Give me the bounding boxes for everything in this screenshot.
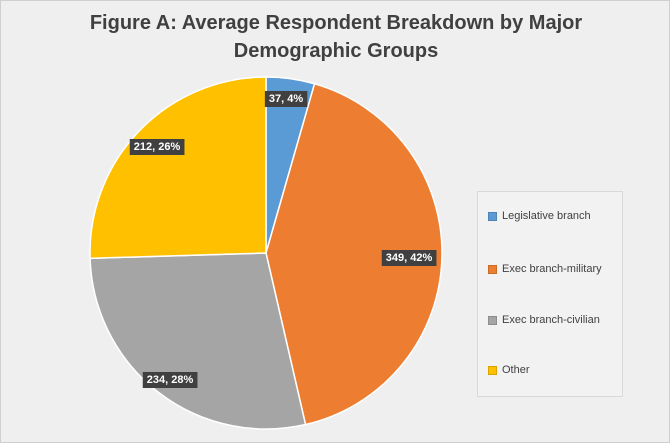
data-label-legislative-box xyxy=(264,91,308,107)
data-label-exec-civilian-box xyxy=(142,372,198,388)
legend-swatch-exec-military xyxy=(488,264,497,274)
legend-swatch-exec-civilian xyxy=(488,315,497,325)
data-label-exec-military-box xyxy=(381,250,437,266)
legend-swatch-legislative xyxy=(488,211,497,221)
data-label-exec-civilian-text: 234, 28% xyxy=(147,374,194,386)
data-label-legislative: 37, 4% xyxy=(264,91,308,107)
data-label-exec-military-text: 349, 42% xyxy=(386,252,433,264)
data-label-other: 212, 26% xyxy=(129,139,185,155)
legend-label-exec-military: Exec branch-military xyxy=(502,263,602,275)
slice-other xyxy=(89,76,267,260)
legend-label-legislative: Legislative branch xyxy=(502,210,591,222)
slice-exec-military xyxy=(265,82,443,426)
legend-item-exec-civilian: Exec branch-civilian xyxy=(488,312,600,328)
data-label-exec-civilian: 234, 28% xyxy=(142,372,198,388)
data-label-other-text: 212, 26% xyxy=(134,141,181,153)
chart-title: Figure A: Average Respondent Breakdown b… xyxy=(1,9,670,65)
legend-label-exec-civilian: Exec branch-civilian xyxy=(502,314,600,326)
chart-title-line-2: Demographic Groups xyxy=(233,40,439,62)
legend-label-other: Other xyxy=(502,364,530,376)
chart-title-line-1: Figure A: Average Respondent Breakdown b… xyxy=(89,12,583,34)
data-label-exec-military: 349, 42% xyxy=(381,250,437,266)
legend-item-legislative: Legislative branch xyxy=(488,208,591,224)
legend-item-exec-military: Exec branch-military xyxy=(488,261,602,277)
data-label-other-box xyxy=(129,139,185,155)
legend-swatch-other xyxy=(488,365,497,375)
legend-item-other: Other xyxy=(488,362,530,378)
legend: Legislative branch Exec branch-military … xyxy=(477,191,623,397)
data-label-legislative-text: 37, 4% xyxy=(269,93,303,105)
slice-exec-civilian xyxy=(89,252,307,430)
